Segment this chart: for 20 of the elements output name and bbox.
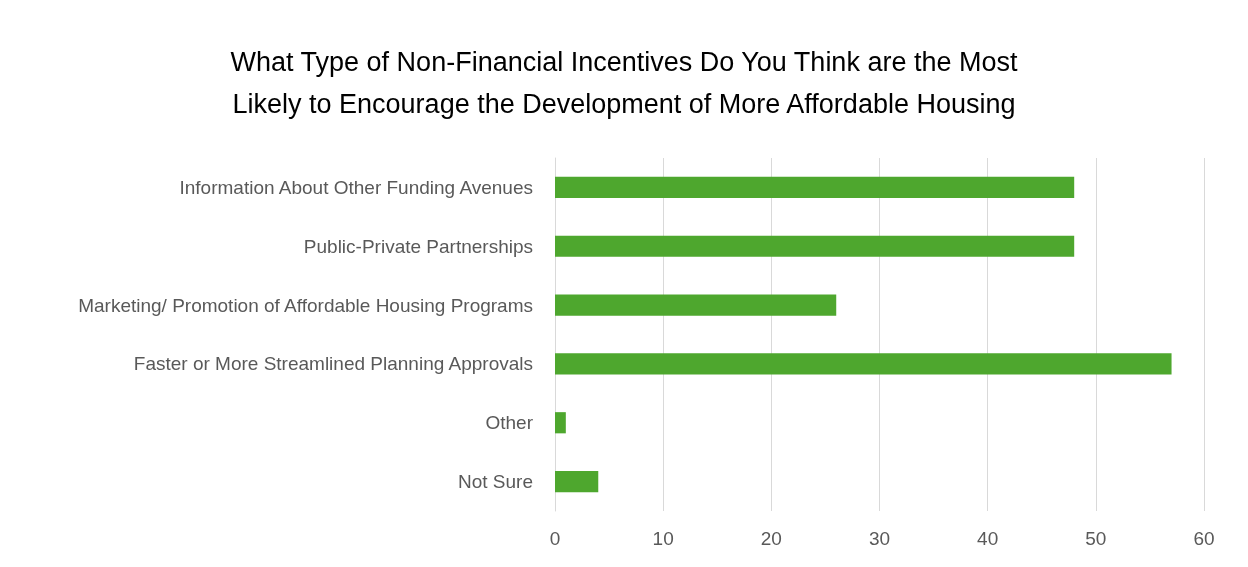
y-tick-label: Faster or More Streamlined Planning Approvals xyxy=(133,353,533,375)
y-tick-label: Other xyxy=(485,412,534,434)
bar xyxy=(555,353,1172,375)
x-tick-label: 50 xyxy=(1085,528,1107,549)
x-tick-label: 30 xyxy=(868,528,891,549)
x-tick-label: 10 xyxy=(652,528,674,549)
x-tick-label: 20 xyxy=(760,528,782,549)
chart-title: What Type of Non-Financial Incentives Do You Think are the Most Likely to Encourage the Development of More Affordable Housing xyxy=(230,47,1018,119)
y-tick-label: Not Sure xyxy=(458,471,533,493)
x-tick-label: 40 xyxy=(977,528,999,549)
bar xyxy=(555,176,1075,199)
bar xyxy=(555,470,599,493)
y-tick-label: Marketing/ Promotion of Affordable Housing Programs xyxy=(78,294,533,316)
bar xyxy=(555,294,837,316)
x-tick-label: 0 xyxy=(549,528,561,549)
bar xyxy=(555,412,566,434)
bar xyxy=(555,235,1075,257)
y-tick-label: Information About Other Funding Avenues xyxy=(179,176,533,198)
x-tick-label: 60 xyxy=(1193,528,1215,549)
y-tick-label: Public-Private Partnerships xyxy=(303,235,533,257)
